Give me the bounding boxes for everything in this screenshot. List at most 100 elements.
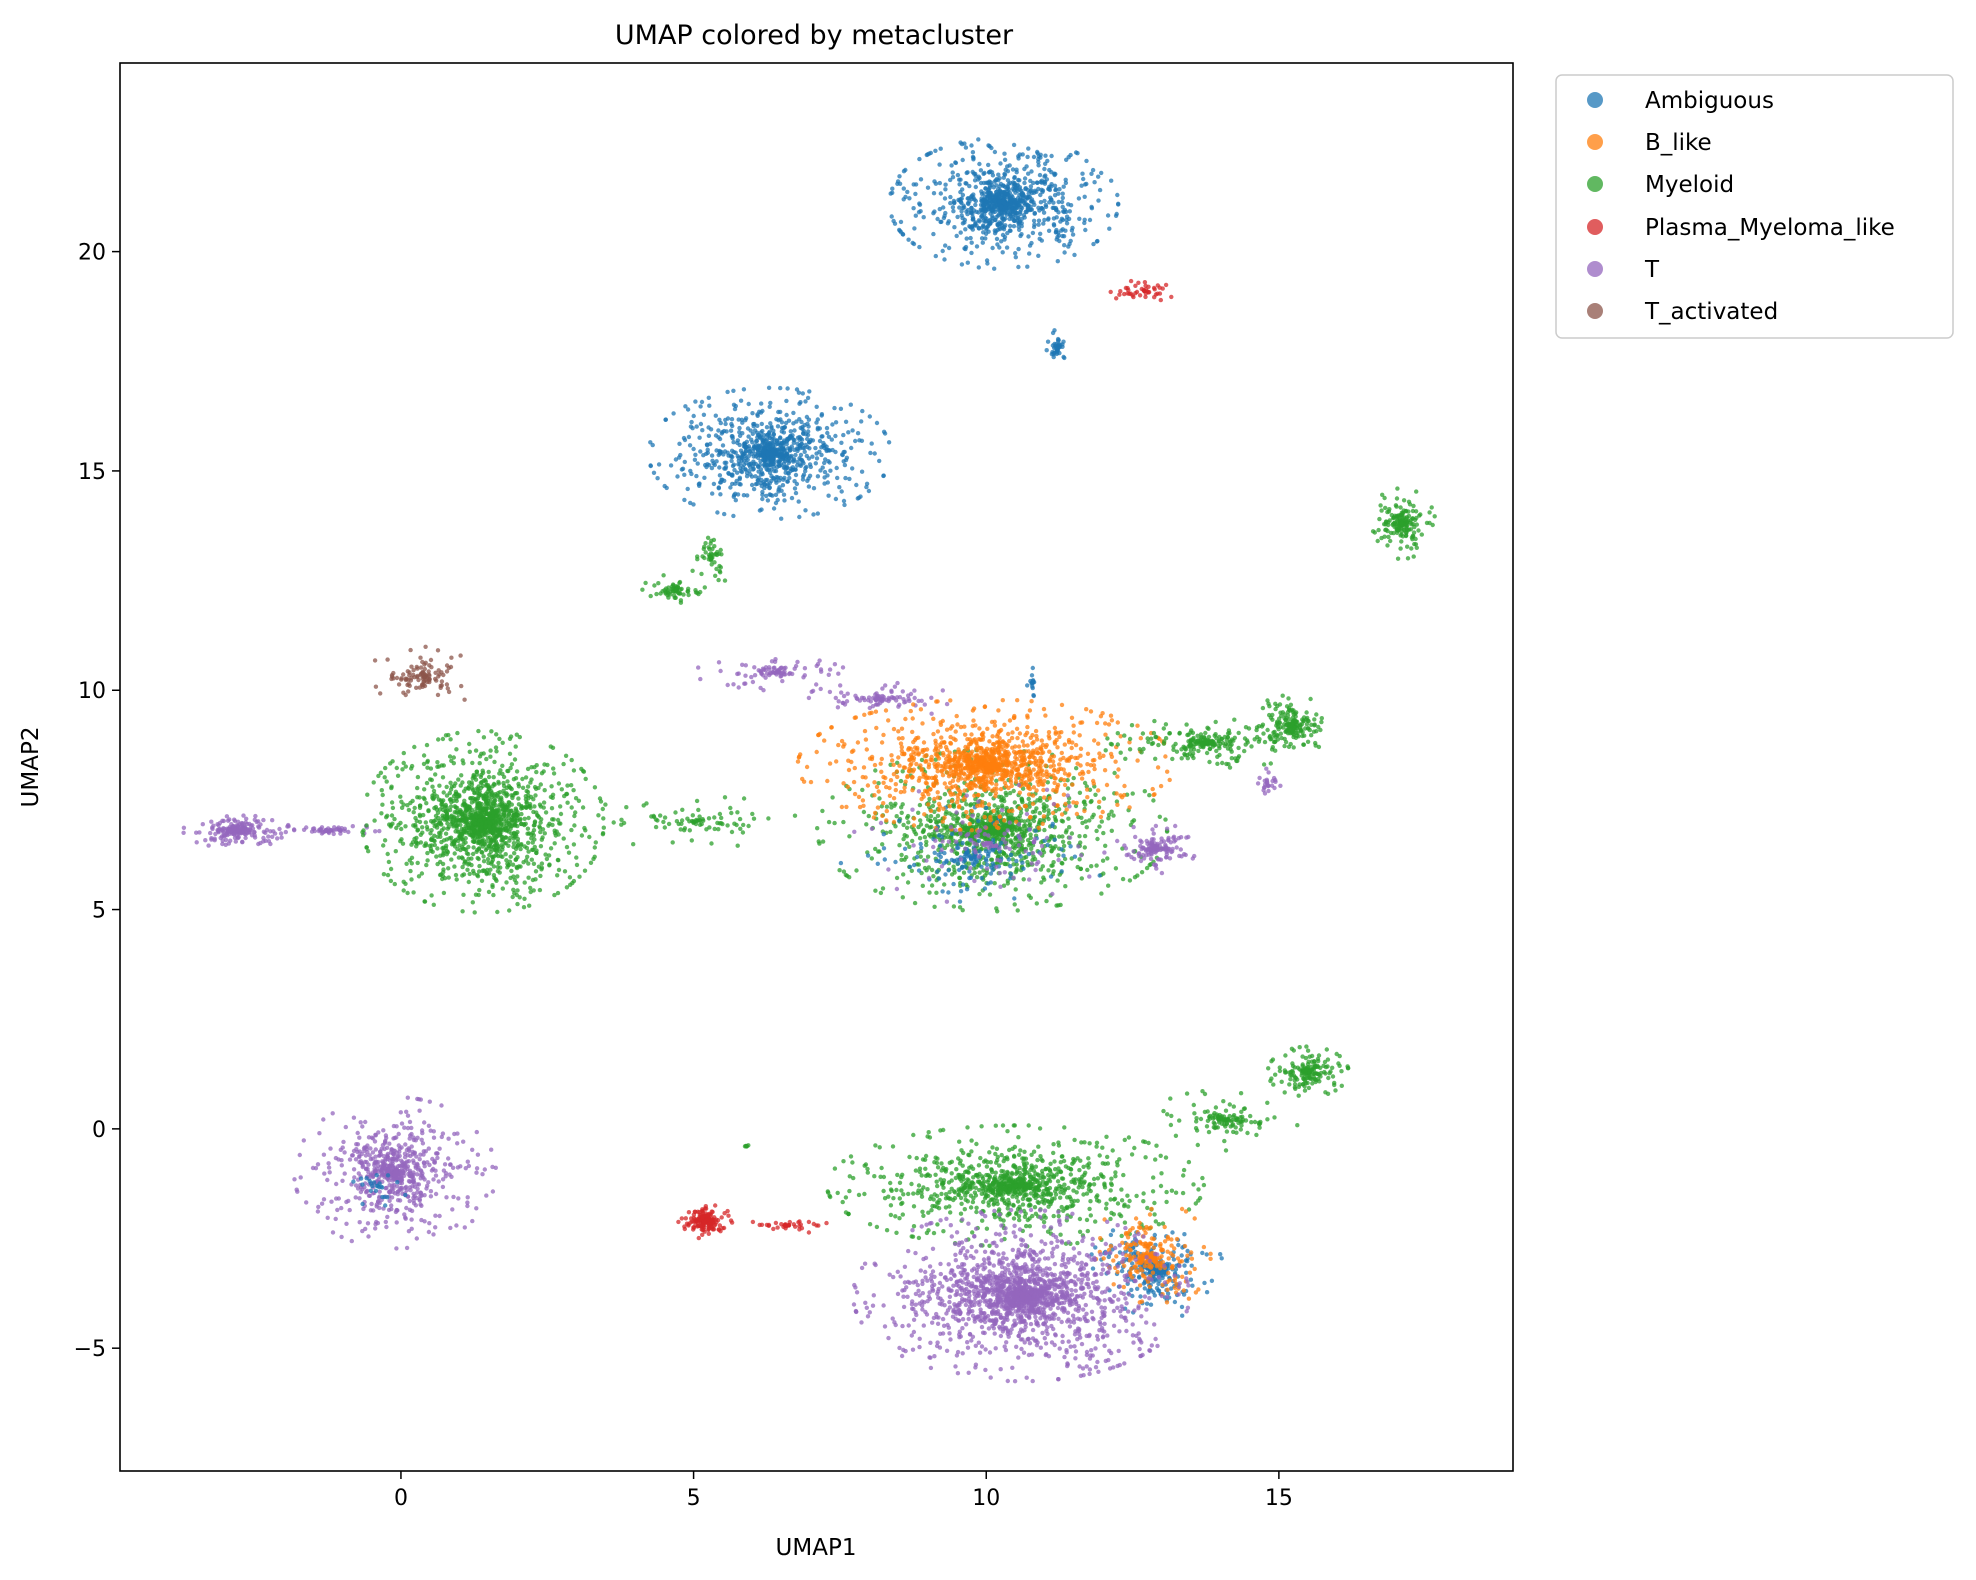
data-point — [452, 851, 457, 856]
data-point — [471, 845, 476, 850]
data-point — [841, 498, 847, 504]
data-point — [506, 829, 511, 834]
data-point — [406, 689, 411, 694]
data-point — [673, 457, 679, 462]
data-point — [1055, 234, 1060, 240]
data-point — [917, 201, 922, 206]
data-point — [1413, 542, 1419, 547]
data-point — [1013, 887, 1018, 892]
data-point — [445, 826, 450, 831]
data-point — [497, 736, 502, 742]
data-point — [1021, 198, 1026, 204]
data-point — [583, 828, 588, 833]
data-point — [434, 854, 439, 859]
data-point — [508, 854, 513, 859]
data-point — [759, 470, 765, 475]
data-point — [720, 443, 726, 448]
data-point — [470, 839, 476, 844]
data-point — [411, 890, 416, 895]
data-point — [497, 797, 503, 803]
data-point — [487, 820, 493, 825]
data-point — [431, 902, 436, 907]
data-point — [526, 815, 531, 821]
data-point — [1068, 238, 1073, 244]
data-point — [1395, 556, 1401, 561]
data-point — [470, 825, 475, 830]
data-point — [820, 465, 825, 470]
data-point — [981, 224, 986, 229]
data-point — [1143, 283, 1148, 288]
data-point — [772, 670, 777, 675]
data-point — [732, 406, 738, 412]
data-point — [968, 210, 974, 216]
data-point — [561, 836, 566, 841]
data-point — [696, 482, 702, 487]
data-point — [950, 205, 956, 210]
data-point — [401, 888, 406, 893]
data-point — [792, 428, 797, 433]
data-point — [418, 665, 424, 670]
data-point — [992, 266, 997, 271]
data-point — [672, 593, 677, 598]
data-point — [1049, 834, 1054, 839]
data-point — [409, 763, 415, 769]
data-point — [1056, 199, 1061, 205]
data-point — [989, 145, 994, 151]
data-point — [741, 493, 747, 498]
data-point — [399, 676, 404, 681]
data-point — [931, 874, 936, 879]
data-point — [828, 468, 833, 473]
data-point — [732, 821, 737, 826]
data-point — [841, 459, 846, 464]
data-point — [464, 807, 470, 813]
data-point — [664, 485, 669, 491]
data-point — [830, 447, 835, 453]
data-point — [482, 816, 487, 821]
data-point — [833, 433, 838, 439]
data-point — [379, 811, 384, 816]
data-point — [974, 875, 980, 880]
data-point — [826, 493, 831, 498]
data-point — [450, 820, 456, 826]
data-point — [436, 737, 441, 742]
data-point — [792, 813, 798, 818]
data-point — [1383, 505, 1388, 511]
data-point — [428, 837, 434, 842]
data-point — [1002, 237, 1007, 242]
data-point — [501, 783, 507, 789]
data-point — [232, 817, 237, 822]
data-point — [820, 839, 826, 844]
data-point — [847, 476, 852, 482]
data-point — [524, 845, 530, 851]
data-point — [835, 705, 841, 710]
data-point — [797, 514, 802, 520]
data-point — [815, 474, 821, 479]
data-point — [1054, 351, 1060, 357]
data-point — [462, 697, 467, 702]
data-point — [719, 431, 724, 436]
data-point — [677, 441, 682, 446]
data-point — [587, 834, 592, 840]
data-point — [505, 779, 510, 784]
data-point — [1023, 186, 1028, 191]
data-point — [759, 401, 764, 406]
data-point — [1408, 527, 1414, 532]
data-point — [843, 475, 848, 481]
data-point — [1055, 878, 1060, 883]
data-point — [203, 838, 208, 843]
data-point — [421, 761, 427, 767]
data-point — [653, 817, 659, 822]
data-point — [901, 169, 907, 174]
data-point — [1155, 283, 1161, 288]
data-point — [967, 183, 972, 189]
data-point — [752, 673, 758, 678]
data-point — [1379, 508, 1384, 513]
data-point — [1116, 202, 1121, 207]
data-point — [716, 428, 721, 433]
data-point — [744, 470, 750, 476]
data-point — [448, 737, 453, 742]
data-point — [696, 807, 701, 813]
data-point — [778, 409, 783, 415]
data-point — [709, 453, 715, 458]
data-point — [408, 647, 413, 653]
